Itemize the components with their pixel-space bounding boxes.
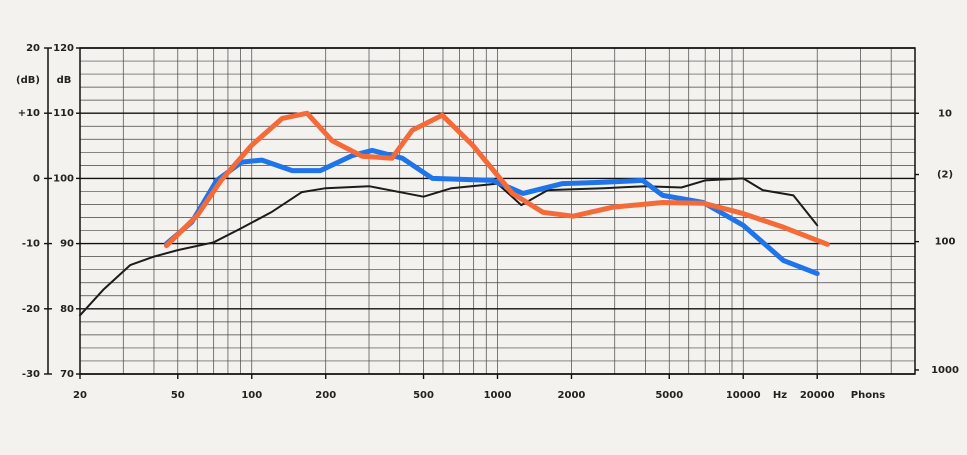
- x-unit: Hz: [773, 390, 787, 401]
- y2-tick-label: 80: [60, 304, 74, 315]
- y3-tick-label: 100: [935, 237, 956, 248]
- y2-tick-label: 100: [53, 173, 74, 184]
- y2-tick-label: 90: [60, 239, 74, 250]
- y-tick-label: 0: [33, 173, 40, 184]
- x-tick-label: 2000: [558, 390, 586, 401]
- series-line: [79, 177, 819, 317]
- y2-tick-label: 120: [53, 43, 74, 54]
- y-tick-label: -30: [22, 369, 40, 380]
- x-tick-label: 10000: [726, 390, 761, 401]
- x-tick-label: 1000: [484, 390, 512, 401]
- y-axis-label: (dB): [16, 75, 40, 86]
- y2-tick-label: 70: [60, 369, 74, 380]
- y-tick-label: +10: [18, 108, 40, 119]
- y2-tick-label: 110: [53, 108, 74, 119]
- y3-axis-label: Phons: [851, 390, 885, 401]
- y3-tick-label: 10: [938, 108, 952, 119]
- y-tick-label: -20: [22, 304, 40, 315]
- x-tick-label: 5000: [655, 390, 683, 401]
- x-tick-label: 20000: [800, 390, 835, 401]
- x-tick-label: 100: [241, 390, 262, 401]
- y-tick-label: 20: [26, 43, 40, 54]
- y-tick-label: -10: [22, 239, 40, 250]
- x-tick-label: 200: [315, 390, 336, 401]
- series-line: [164, 110, 830, 249]
- x-tick-label: 500: [413, 390, 434, 401]
- series-line: [164, 147, 820, 277]
- x-tick-label: 50: [171, 390, 185, 401]
- y2-axis-label: dB: [57, 75, 72, 86]
- y3-tick-label: (2): [937, 170, 953, 181]
- x-tick-label: 20: [73, 390, 87, 401]
- y3-tick-label: 1000: [931, 365, 959, 376]
- plot-frame: [79, 47, 916, 375]
